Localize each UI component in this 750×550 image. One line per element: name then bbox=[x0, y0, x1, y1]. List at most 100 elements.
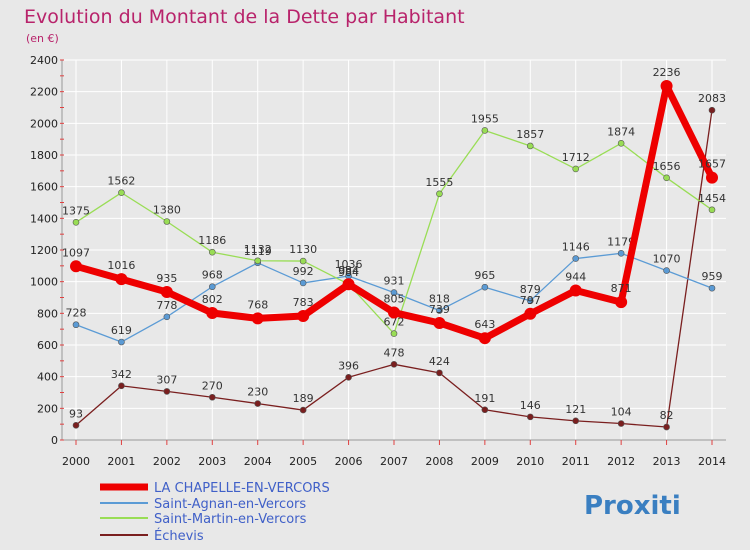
data-point bbox=[708, 206, 716, 214]
data-label: 189 bbox=[293, 392, 314, 405]
data-label: 992 bbox=[293, 265, 314, 278]
data-point bbox=[208, 248, 216, 256]
y-tick-label: 1600 bbox=[30, 181, 58, 194]
data-label: 1132 bbox=[244, 243, 272, 256]
series-2: 1375 1562 1380 1186 1132 1130 984 672 1555 1955 18… bbox=[62, 112, 726, 337]
data-label: 1179 bbox=[607, 235, 635, 248]
data-point bbox=[436, 369, 443, 377]
data-point bbox=[163, 218, 171, 225]
data-label: 802 bbox=[202, 293, 223, 306]
data-point bbox=[433, 316, 446, 329]
data-point bbox=[118, 338, 125, 346]
data-label: 1562 bbox=[107, 175, 135, 188]
legend-label: Saint-Agnan-en-Vercors bbox=[154, 497, 306, 512]
data-label: 82 bbox=[660, 409, 674, 422]
data-point bbox=[615, 296, 628, 309]
data-point bbox=[251, 312, 264, 325]
data-point bbox=[481, 283, 489, 291]
legend-label: Échevis bbox=[154, 528, 204, 544]
y-tick-label: 2000 bbox=[30, 117, 58, 130]
data-point bbox=[206, 307, 219, 320]
data-point bbox=[708, 284, 716, 292]
y-tick-label: 1400 bbox=[30, 212, 58, 225]
axes: 0 200 400 600 800 1000 1200 1400 1600 1800 2000 220… bbox=[30, 54, 726, 468]
data-point bbox=[660, 79, 673, 92]
data-label: 768 bbox=[247, 298, 268, 311]
y-tick-label: 1800 bbox=[30, 149, 58, 162]
data-point bbox=[569, 284, 582, 297]
data-label: 1097 bbox=[62, 246, 90, 259]
x-tick-label: 2013 bbox=[653, 455, 681, 468]
data-label: 191 bbox=[474, 392, 495, 405]
data-point bbox=[115, 273, 128, 286]
data-point bbox=[617, 420, 625, 427]
y-tick-label: 600 bbox=[37, 339, 58, 352]
series-group: 93 342 307 270 230 189 396 478 424 191 146 121 104 82… bbox=[62, 66, 726, 431]
data-label: 619 bbox=[111, 324, 132, 337]
data-point bbox=[163, 313, 171, 321]
data-label: 1146 bbox=[562, 241, 590, 254]
data-label: 93 bbox=[69, 407, 83, 420]
data-point bbox=[481, 127, 489, 134]
data-point bbox=[390, 330, 398, 337]
chart-title: Evolution du Montant de la Dette par Hab… bbox=[24, 6, 465, 28]
data-label: 728 bbox=[66, 307, 87, 320]
data-label: 739 bbox=[429, 303, 450, 316]
data-label: 797 bbox=[520, 294, 541, 307]
x-tick-label: 2003 bbox=[198, 455, 226, 468]
data-label: 1186 bbox=[198, 234, 226, 247]
data-label: 1454 bbox=[698, 192, 726, 205]
data-point bbox=[297, 310, 310, 323]
data-label: 1375 bbox=[62, 204, 90, 217]
x-tick-label: 2006 bbox=[335, 455, 363, 468]
data-point bbox=[617, 139, 625, 147]
data-label: 1955 bbox=[471, 112, 499, 125]
chart-subtitle: (en €) bbox=[26, 32, 59, 45]
data-label: 1555 bbox=[425, 176, 453, 189]
series-1: 728 619 778 968 1119 992 1036 931 818 965 879 1146 1… bbox=[66, 235, 723, 346]
data-label: 944 bbox=[565, 271, 586, 284]
data-label: 965 bbox=[474, 269, 495, 282]
data-point bbox=[72, 321, 80, 329]
data-label: 1656 bbox=[653, 160, 681, 173]
data-point bbox=[208, 393, 216, 401]
data-point bbox=[72, 421, 80, 429]
y-tick-label: 2200 bbox=[30, 86, 58, 99]
data-label: 424 bbox=[429, 355, 450, 368]
data-point bbox=[118, 382, 125, 390]
data-point bbox=[663, 423, 670, 431]
data-point bbox=[526, 142, 534, 150]
data-label: 931 bbox=[384, 275, 405, 288]
data-point bbox=[572, 165, 580, 173]
data-point bbox=[70, 260, 82, 273]
data-point bbox=[72, 218, 80, 226]
y-tick-label: 1200 bbox=[30, 244, 58, 257]
x-tick-label: 2011 bbox=[562, 455, 590, 468]
data-label: 968 bbox=[202, 269, 223, 282]
data-label: 783 bbox=[293, 296, 314, 309]
y-tick-label: 1000 bbox=[30, 276, 58, 289]
data-point bbox=[708, 106, 716, 114]
x-tick-label: 2000 bbox=[62, 455, 90, 468]
data-label: 1657 bbox=[698, 158, 726, 171]
data-point bbox=[390, 361, 398, 368]
x-tick-label: 2001 bbox=[107, 455, 135, 468]
data-label: 1380 bbox=[153, 204, 181, 217]
data-label: 1119 bbox=[244, 245, 272, 258]
x-tick-label: 2004 bbox=[244, 455, 272, 468]
data-label: 478 bbox=[384, 346, 405, 359]
data-label: 2083 bbox=[698, 92, 726, 105]
data-point bbox=[388, 306, 400, 319]
data-label: 879 bbox=[520, 283, 541, 296]
data-label: 984 bbox=[338, 264, 359, 277]
data-label: 2236 bbox=[653, 66, 681, 79]
y-tick-label: 400 bbox=[37, 371, 58, 384]
y-tick-label: 800 bbox=[37, 307, 58, 320]
data-label: 146 bbox=[520, 399, 541, 412]
legend-label: Saint-Martin-en-Vercors bbox=[154, 512, 307, 527]
y-tick-label: 200 bbox=[37, 402, 58, 415]
data-point bbox=[617, 250, 625, 257]
data-point bbox=[163, 388, 171, 395]
